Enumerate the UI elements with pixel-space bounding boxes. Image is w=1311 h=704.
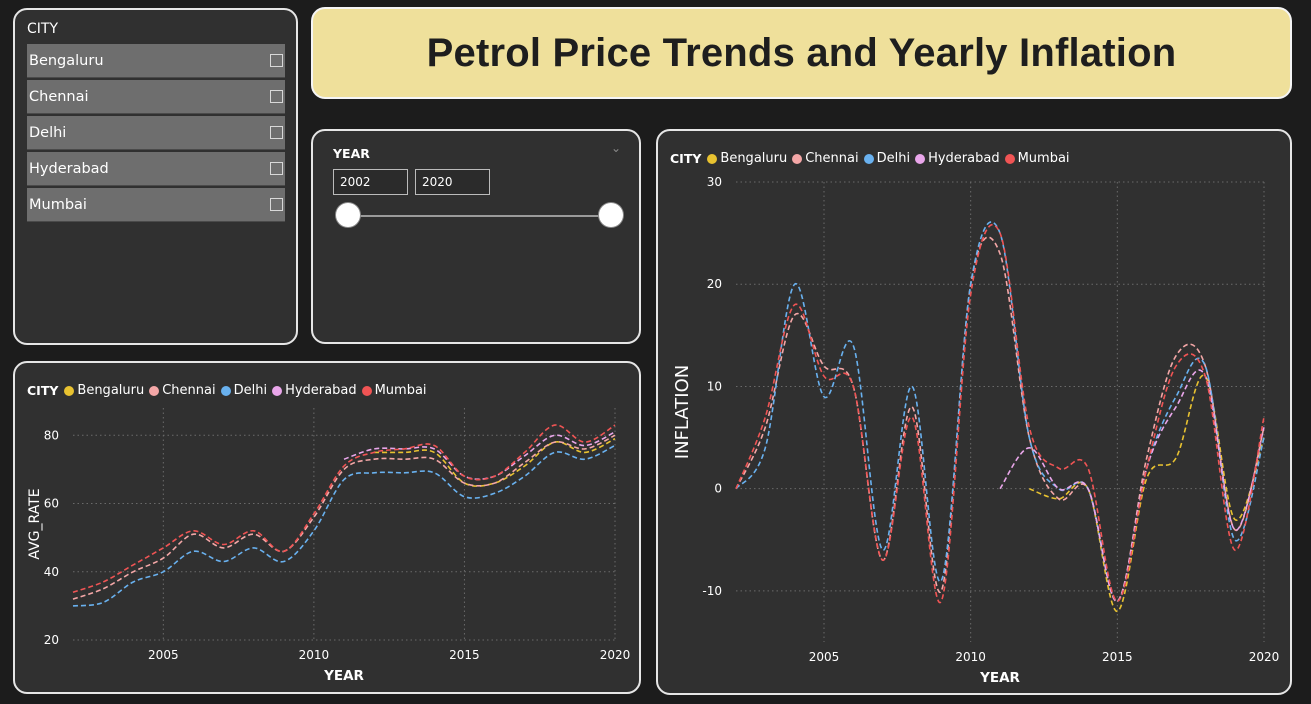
legend-label: Hyderabad [928,151,1000,166]
legend-label: Mumbai [1017,151,1070,166]
x-tick-label: 2010 [955,650,986,664]
legend-item-mumbai[interactable]: Mumbai [1004,151,1070,166]
legend-item-mumbai[interactable]: Mumbai [361,383,427,398]
series-line-chennai [735,236,1265,602]
title-banner: Petrol Price Trends and Yearly Inflation [311,7,1292,99]
x-tick-label: 2010 [299,648,330,662]
y-tick-label: 30 [707,175,722,189]
legend-item-delhi[interactable]: Delhi [220,383,268,398]
legend-label: Bengaluru [77,383,145,398]
legend-item-hyderabad[interactable]: Hyderabad [915,151,1000,166]
y-tick-label: -10 [702,584,722,598]
x-tick-label: 2020 [600,648,631,662]
y-tick-label: 60 [44,497,59,511]
year-end-input[interactable] [415,169,490,195]
city-item-label: Chennai [29,89,89,105]
city-item-label: Bengaluru [29,53,104,69]
legend-dot [272,385,283,396]
y-tick-label: 10 [707,379,722,393]
legend-dot [792,153,803,164]
legend-item-bengaluru[interactable]: Bengaluru [707,151,787,166]
series-line-delhi [735,221,1265,602]
legend-title: CITY [27,383,59,398]
chevron-down-icon[interactable]: ⌄ [610,141,621,155]
series-line-mumbai [72,424,616,593]
legend-item-bengaluru[interactable]: Bengaluru [64,383,144,398]
x-tick-label: 2015 [449,648,480,662]
year-slicer-title: YEAR [333,146,370,161]
y-tick-label: 80 [44,428,59,442]
y-tick-label: 20 [707,277,722,291]
legend-item-hyderabad[interactable]: Hyderabad [272,383,357,398]
legend-label: Chennai [805,151,859,166]
page-title: Petrol Price Trends and Yearly Inflation [426,30,1177,75]
legend: CITY Bengaluru Chennai Delhi Hyderabad M… [670,151,1075,166]
legend-item-chennai[interactable]: Chennai [792,151,859,166]
legend-title: CITY [670,151,702,166]
y-tick-label: 20 [44,633,59,647]
city-item-label: Hyderabad [29,161,109,177]
legend-dot [1004,153,1015,164]
legend-label: Hyderabad [285,383,357,398]
y-axis-title: AVG_RATE [27,488,43,559]
inflation-chart: 2005 2010 2015 2020 -10 0 10 20 30 YEAR INFLATION [672,175,1280,686]
series-line-mumbai [735,223,1265,604]
checkbox-icon[interactable] [270,54,283,67]
legend-label: Bengaluru [720,151,788,166]
inflation-chart-panel: CITY Bengaluru Chennai Delhi Hyderabad M… [656,129,1292,695]
legend-label: Delhi [233,383,268,398]
city-slicer-title: CITY [27,21,59,37]
city-item-hyderabad[interactable]: Hyderabad [27,152,285,186]
city-item-delhi[interactable]: Delhi [27,116,285,150]
city-item-bengaluru[interactable]: Bengaluru [27,44,285,78]
checkbox-icon[interactable] [270,126,283,139]
legend-label: Chennai [162,383,216,398]
city-slicer: CITY Bengaluru Chennai Delhi Hyderabad M… [13,8,298,345]
city-item-mumbai[interactable]: Mumbai [27,188,285,222]
checkbox-icon[interactable] [270,198,283,211]
legend-dot [64,385,75,396]
year-start-input[interactable] [333,169,408,195]
y-axis-title: INFLATION [672,365,693,459]
checkbox-icon[interactable] [270,90,283,103]
year-range-track[interactable] [349,215,611,217]
legend-item-chennai[interactable]: Chennai [149,383,216,398]
avg-rate-chart-panel: CITY Bengaluru Chennai Delhi Hyderabad M… [13,361,641,694]
city-item-label: Mumbai [29,197,87,213]
legend: CITY Bengaluru Chennai Delhi Hyderabad M… [27,383,432,398]
legend-dot [220,385,231,396]
x-tick-label: 2020 [1249,650,1280,664]
x-tick-label: 2005 [809,650,840,664]
year-range-start-handle[interactable] [336,203,360,227]
y-tick-label: 40 [44,565,59,579]
x-axis-title: YEAR [979,670,1020,686]
year-range-end-handle[interactable] [599,203,623,227]
legend-dot [915,153,926,164]
year-slicer: YEAR ⌄ [311,129,641,344]
series-line-bengaluru [374,437,616,487]
x-tick-label: 2005 [148,648,179,662]
city-item-chennai[interactable]: Chennai [27,80,285,114]
legend-item-delhi[interactable]: Delhi [863,151,911,166]
series-line-bengaluru [1029,374,1265,613]
checkbox-icon[interactable] [270,162,283,175]
legend-dot [707,153,718,164]
series-line-hyderabad [999,369,1265,602]
x-tick-label: 2015 [1102,650,1133,664]
y-tick-label: 0 [714,482,722,496]
series-line-delhi [72,444,616,607]
legend-dot [149,385,160,396]
legend-label: Mumbai [374,383,427,398]
legend-dot [863,153,874,164]
series-line-chennai [72,434,616,600]
legend-label: Delhi [876,151,911,166]
city-item-label: Delhi [29,125,67,141]
legend-dot [361,385,372,396]
x-axis-title: YEAR [323,668,364,684]
